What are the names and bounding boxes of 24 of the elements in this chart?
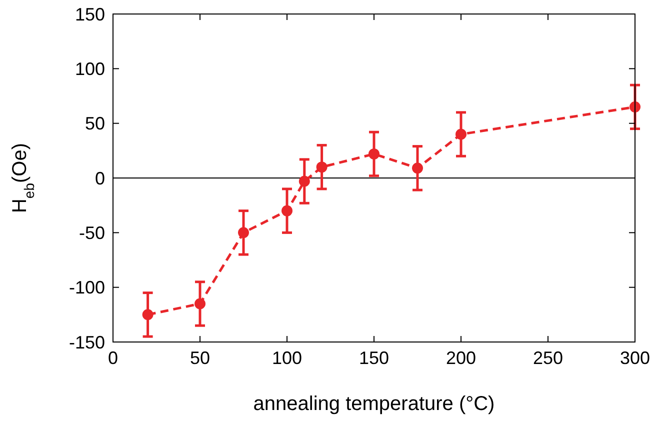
- point: [316, 162, 328, 173]
- point: [412, 162, 423, 174]
- y-tick-label: 50: [84, 114, 105, 134]
- y-tick-label: 0: [94, 168, 105, 188]
- point: [194, 298, 206, 310]
- point: [298, 176, 310, 187]
- x-tick-label: 100: [272, 348, 302, 368]
- x-tick-label: 250: [532, 348, 564, 368]
- point: [238, 227, 249, 238]
- x-tick-label: 150: [358, 348, 390, 368]
- x-tick-label: 50: [190, 348, 210, 368]
- y-tick-label: -150: [68, 332, 105, 352]
- x-tick-label: 200: [446, 348, 476, 368]
- y-tick-label: 100: [74, 58, 105, 79]
- y-tick-label: -50: [78, 222, 105, 243]
- point: [456, 128, 466, 140]
- x-axis-title: annealing temperature (°C): [253, 393, 495, 415]
- y-tick-label: -100: [68, 278, 105, 298]
- point: [368, 148, 380, 160]
- x-tick-label: 300: [620, 348, 650, 368]
- point: [282, 205, 292, 216]
- point: [142, 309, 154, 320]
- x-tick-label: 0: [108, 348, 118, 368]
- y-tick-label: 150: [74, 4, 105, 24]
